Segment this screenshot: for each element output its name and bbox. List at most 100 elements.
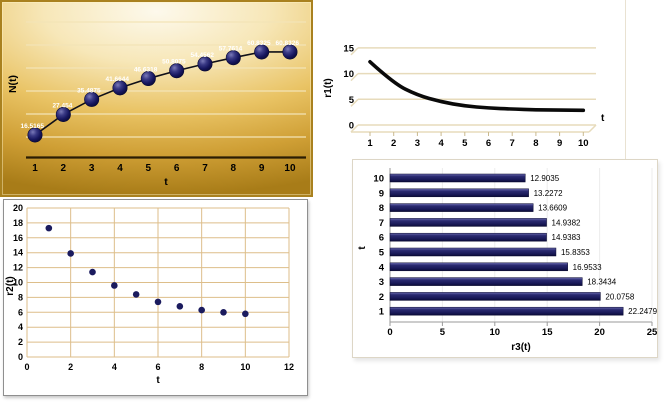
svg-text:2: 2	[391, 138, 396, 149]
r3-bar	[389, 188, 529, 198]
svg-text:9: 9	[379, 188, 384, 199]
svg-text:8: 8	[533, 138, 538, 149]
svg-text:10: 10	[373, 174, 384, 185]
r2-data-point	[242, 310, 249, 318]
chart-frame-edge	[625, 0, 626, 159]
r3-bar	[389, 218, 547, 227]
svg-text:16: 16	[13, 233, 23, 243]
svg-text:5: 5	[349, 95, 355, 106]
r3-bar	[389, 247, 557, 257]
r2-chart-panel: 0 2 4 6 8 10 12 14 16 18 20 0 2 4 6 8 10 12 t r2(t)	[3, 199, 308, 396]
r1-chart-panel: 0 5 10 15 1 2 3 4 5 6 7 8 9 10 t r1(t)	[318, 2, 667, 158]
r3-bar	[389, 306, 624, 316]
svg-text:14.9382: 14.9382	[552, 218, 581, 227]
n-gridlines	[26, 21, 306, 138]
r2-data-point	[111, 282, 118, 289]
svg-text:25: 25	[647, 327, 657, 338]
r2-data-point	[220, 309, 227, 316]
svg-text:7: 7	[510, 138, 515, 149]
r3-bar	[389, 232, 547, 242]
svg-text:4: 4	[117, 163, 123, 174]
svg-text:4: 4	[112, 362, 117, 372]
n-data-point	[254, 44, 270, 60]
svg-text:9: 9	[557, 138, 562, 149]
svg-text:16.9533: 16.9533	[573, 263, 602, 272]
svg-text:2: 2	[68, 362, 73, 372]
svg-text:N(t): N(t)	[7, 75, 19, 93]
r3-value-labels: 12.9035 13.2272 13.6609 14.9382 14.9383 15.83…	[530, 174, 657, 316]
r3-bar	[389, 173, 526, 183]
svg-text:18: 18	[13, 218, 23, 228]
r2-data-point	[89, 268, 96, 276]
n-x-tick-labels: 1 2 3 4 5 6 7 8 9 10	[32, 163, 296, 174]
svg-text:8: 8	[199, 362, 204, 372]
svg-text:5: 5	[440, 327, 446, 338]
svg-text:57.7614: 57.7614	[219, 46, 243, 53]
r2-x-tick-labels: 0 2 4 6 8 10 12	[24, 362, 294, 372]
svg-text:6: 6	[379, 233, 384, 244]
n-of-t-chart: 16.5165 27.454 35.4875 41.6644 46.6318 50.807…	[7, 21, 306, 188]
n-data-point	[140, 71, 156, 87]
n-data-labels: 16.5165 27.454 35.4875 41.6644 46.6318 50.807…	[21, 40, 300, 130]
svg-text:2: 2	[61, 163, 67, 174]
svg-text:7: 7	[379, 218, 384, 229]
r1-chart: 0 5 10 15 1 2 3 4 5 6 7 8 9 10 t r1(t)	[323, 43, 605, 149]
svg-text:1: 1	[32, 163, 38, 174]
svg-text:0: 0	[349, 121, 354, 132]
svg-text:15.8353: 15.8353	[561, 248, 590, 257]
svg-text:20: 20	[13, 203, 23, 213]
svg-text:3: 3	[379, 277, 384, 288]
svg-text:5: 5	[146, 163, 152, 174]
svg-text:12: 12	[284, 362, 294, 372]
svg-text:9: 9	[259, 163, 265, 174]
svg-text:10: 10	[284, 163, 296, 174]
r3-bars	[389, 173, 624, 316]
r2-data-point	[176, 303, 184, 310]
svg-text:10: 10	[490, 327, 501, 338]
svg-text:41.6644: 41.6644	[105, 76, 129, 83]
svg-text:13.6609: 13.6609	[538, 204, 567, 213]
n-data-point	[169, 63, 185, 79]
svg-text:8: 8	[231, 163, 237, 174]
svg-text:50.8075: 50.8075	[162, 59, 186, 66]
svg-text:2: 2	[18, 337, 23, 347]
n-data-point	[27, 127, 43, 143]
svg-text:18.3434: 18.3434	[587, 278, 616, 287]
svg-text:8: 8	[18, 292, 23, 302]
r2-y-tick-labels: 0 2 4 6 8 10 12 14 16 18 20	[13, 203, 23, 362]
svg-text:3: 3	[415, 138, 420, 149]
svg-text:t: t	[164, 176, 168, 188]
svg-text:12.9035: 12.9035	[530, 174, 559, 183]
r3-category-labels: 10 9 8 7 6 5 4 3 2 1	[373, 174, 384, 318]
svg-text:0: 0	[387, 327, 392, 338]
svg-text:15: 15	[542, 327, 553, 338]
svg-text:4: 4	[379, 262, 385, 273]
svg-text:0: 0	[18, 352, 23, 362]
r3-bar	[389, 262, 568, 272]
r3-bar	[389, 203, 534, 212]
r2-data-point	[45, 224, 53, 232]
r3-x-ticks	[389, 322, 653, 326]
svg-text:60.8326: 60.8326	[275, 40, 299, 47]
r1-x-tick-labels: 1 2 3 4 5 6 7 8 9 10	[367, 138, 588, 149]
r2-data-point	[67, 250, 74, 257]
svg-text:t: t	[357, 246, 368, 250]
r2-data-points	[45, 224, 249, 318]
r3-bar	[389, 292, 601, 301]
svg-text:t: t	[601, 113, 605, 124]
svg-text:8: 8	[379, 203, 384, 214]
svg-text:20.0758: 20.0758	[605, 292, 634, 301]
r3-bar	[389, 277, 583, 286]
svg-text:10: 10	[13, 278, 23, 288]
n-series-markers	[27, 44, 298, 143]
svg-text:16.5165: 16.5165	[21, 123, 45, 130]
n-series-line	[34, 51, 290, 136]
r3-x-tick-labels: 0 5 10 15 20 25	[387, 327, 657, 338]
n-data-point	[84, 91, 100, 107]
svg-text:4: 4	[438, 138, 444, 149]
r1-gridlines	[350, 47, 597, 133]
svg-text:1: 1	[379, 307, 385, 318]
svg-text:6: 6	[18, 307, 23, 317]
svg-text:r1(t): r1(t)	[323, 78, 334, 97]
svg-text:r3(t): r3(t)	[511, 342, 530, 353]
